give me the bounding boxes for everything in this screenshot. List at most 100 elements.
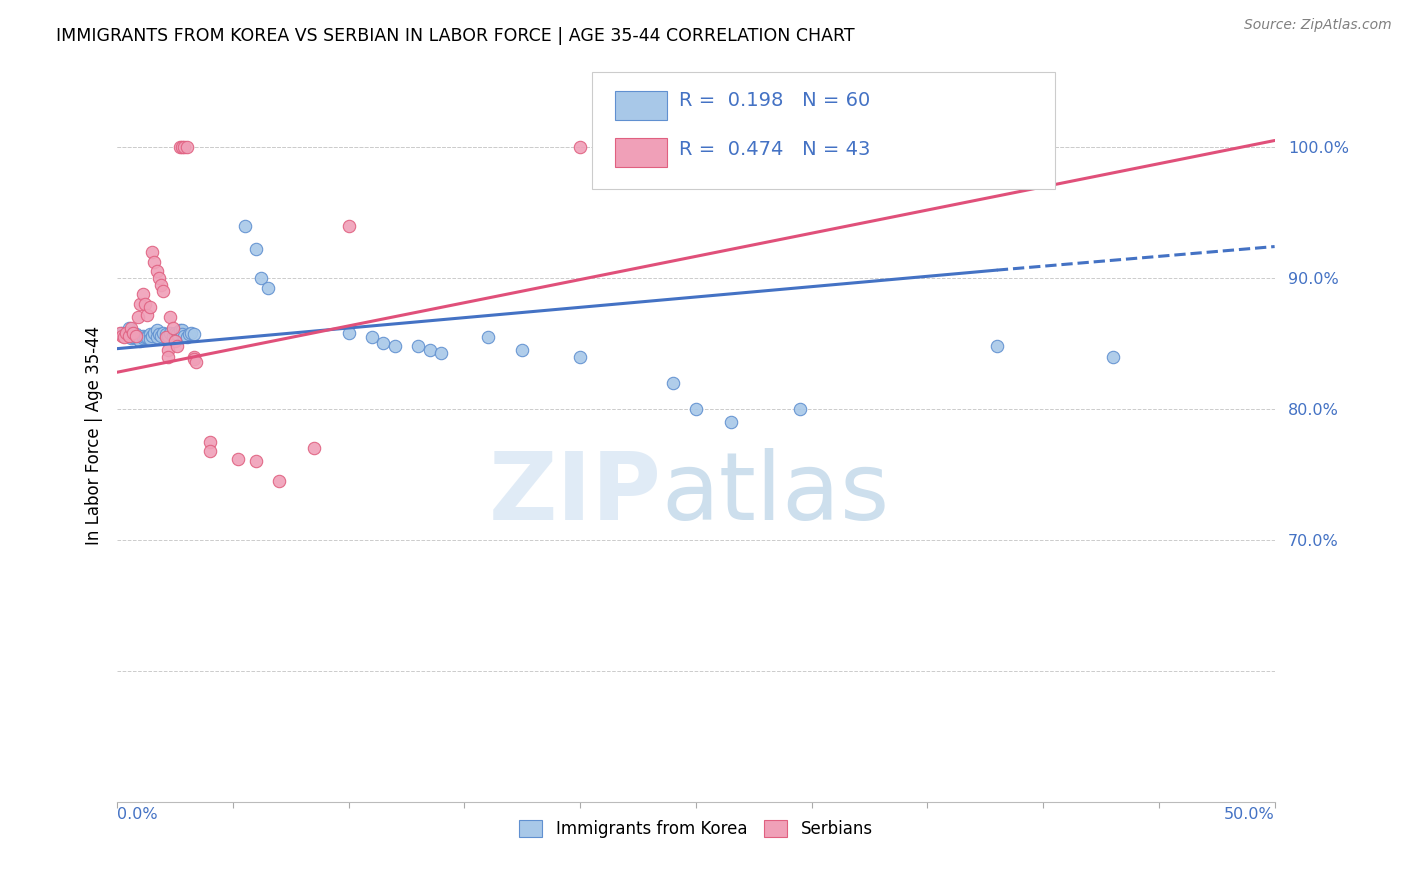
FancyBboxPatch shape bbox=[592, 72, 1054, 189]
Point bbox=[115, 326, 138, 340]
Point bbox=[169, 140, 191, 154]
Point bbox=[510, 343, 533, 357]
Point bbox=[125, 327, 148, 342]
Text: IMMIGRANTS FROM KOREA VS SERBIAN IN LABOR FORCE | AGE 35-44 CORRELATION CHART: IMMIGRANTS FROM KOREA VS SERBIAN IN LABO… bbox=[56, 27, 855, 45]
Y-axis label: In Labor Force | Age 35-44: In Labor Force | Age 35-44 bbox=[86, 326, 103, 545]
Point bbox=[183, 352, 205, 367]
Point bbox=[800, 140, 823, 154]
Text: R =  0.198   N = 60: R = 0.198 N = 60 bbox=[679, 91, 870, 110]
Point bbox=[170, 327, 193, 342]
Point bbox=[360, 330, 382, 344]
Point bbox=[127, 333, 149, 347]
Point bbox=[249, 271, 271, 285]
Point bbox=[430, 345, 453, 359]
Point bbox=[111, 326, 134, 340]
Point bbox=[177, 327, 200, 342]
Point bbox=[108, 326, 131, 340]
Point bbox=[245, 454, 267, 468]
Point bbox=[180, 326, 202, 340]
Point bbox=[373, 336, 395, 351]
Point bbox=[138, 300, 160, 314]
Point bbox=[233, 219, 256, 233]
Point bbox=[118, 320, 141, 334]
Text: 0.0%: 0.0% bbox=[117, 807, 157, 822]
Point bbox=[269, 474, 291, 488]
Point bbox=[173, 140, 195, 154]
Point bbox=[419, 343, 441, 357]
Point bbox=[122, 328, 145, 343]
Point bbox=[118, 328, 141, 343]
Point bbox=[138, 333, 160, 347]
Point bbox=[245, 242, 267, 256]
Point bbox=[302, 441, 325, 455]
Point bbox=[198, 434, 221, 449]
Point bbox=[120, 320, 142, 334]
Point bbox=[184, 355, 207, 369]
Point bbox=[120, 331, 142, 345]
Legend: Immigrants from Korea, Serbians: Immigrants from Korea, Serbians bbox=[512, 813, 879, 845]
Point bbox=[170, 323, 193, 337]
Point bbox=[141, 328, 163, 343]
Point bbox=[125, 328, 148, 343]
Point bbox=[166, 339, 188, 353]
Point bbox=[136, 308, 159, 322]
Point bbox=[111, 328, 134, 343]
Point bbox=[183, 327, 205, 342]
Point bbox=[155, 327, 177, 342]
Point bbox=[145, 264, 167, 278]
Point bbox=[129, 297, 152, 311]
Point bbox=[226, 451, 249, 466]
Point bbox=[477, 330, 499, 344]
Point bbox=[159, 326, 181, 340]
Point bbox=[112, 330, 135, 344]
Point bbox=[145, 323, 167, 337]
Point bbox=[406, 339, 429, 353]
Point bbox=[127, 310, 149, 325]
Point bbox=[155, 330, 177, 344]
Point bbox=[118, 326, 141, 340]
Point bbox=[138, 327, 160, 342]
Point bbox=[1101, 350, 1123, 364]
Text: R =  0.474   N = 43: R = 0.474 N = 43 bbox=[679, 140, 870, 159]
Point bbox=[129, 334, 152, 348]
Point bbox=[162, 320, 184, 334]
Point bbox=[122, 330, 145, 344]
Point bbox=[162, 328, 184, 343]
Point bbox=[183, 350, 205, 364]
Point bbox=[150, 277, 173, 292]
Point bbox=[143, 326, 166, 340]
Point bbox=[122, 326, 145, 340]
Point bbox=[115, 326, 138, 340]
Point bbox=[134, 297, 156, 311]
Point bbox=[127, 330, 149, 344]
Point bbox=[720, 415, 742, 429]
Point bbox=[152, 326, 174, 340]
Point bbox=[148, 271, 170, 285]
Point bbox=[112, 327, 135, 342]
Point bbox=[165, 326, 187, 340]
Point bbox=[136, 330, 159, 344]
Point bbox=[157, 350, 180, 364]
Point bbox=[256, 281, 278, 295]
Point bbox=[141, 244, 163, 259]
Point bbox=[198, 443, 221, 458]
Point bbox=[337, 219, 360, 233]
Point bbox=[120, 328, 142, 343]
Point bbox=[569, 140, 592, 154]
Point bbox=[569, 350, 592, 364]
Point bbox=[165, 334, 187, 348]
Point bbox=[143, 255, 166, 269]
Point bbox=[150, 328, 173, 343]
Point bbox=[176, 140, 198, 154]
FancyBboxPatch shape bbox=[614, 138, 666, 168]
Point bbox=[152, 284, 174, 298]
Point bbox=[170, 140, 193, 154]
Text: Source: ZipAtlas.com: Source: ZipAtlas.com bbox=[1244, 18, 1392, 32]
Point bbox=[176, 330, 198, 344]
Point bbox=[157, 328, 180, 343]
Point bbox=[148, 327, 170, 342]
Text: atlas: atlas bbox=[661, 448, 890, 540]
Point bbox=[131, 328, 153, 343]
Text: ZIP: ZIP bbox=[488, 448, 661, 540]
Point bbox=[986, 339, 1008, 353]
